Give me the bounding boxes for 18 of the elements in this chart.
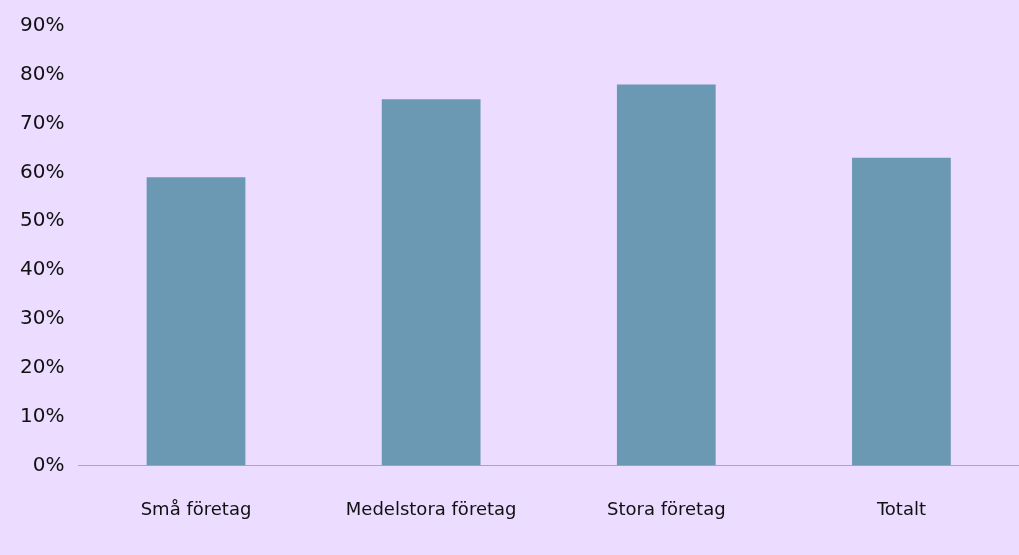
y-tick-label: 20% (20, 353, 65, 378)
y-tick-label: 70% (20, 109, 65, 134)
y-tick-label: 50% (20, 207, 65, 232)
y-tick-label: 80% (20, 61, 65, 86)
y-tick-label: 30% (20, 305, 65, 330)
x-tick-label: Totalt (875, 497, 926, 519)
y-tick-label: 10% (20, 402, 65, 427)
bar (852, 157, 951, 466)
bar (381, 99, 481, 466)
y-tick-label: 90% (20, 12, 65, 37)
y-tick-label: 60% (20, 158, 65, 183)
x-tick-label: Medelstora företag (345, 497, 517, 519)
bar (146, 177, 246, 466)
y-tick-label: 0% (32, 451, 65, 476)
x-tick-label: Små företag (140, 497, 252, 519)
bar (616, 84, 716, 466)
y-tick-label: 40% (20, 256, 65, 281)
x-tick-label: Stora företag (607, 497, 726, 519)
